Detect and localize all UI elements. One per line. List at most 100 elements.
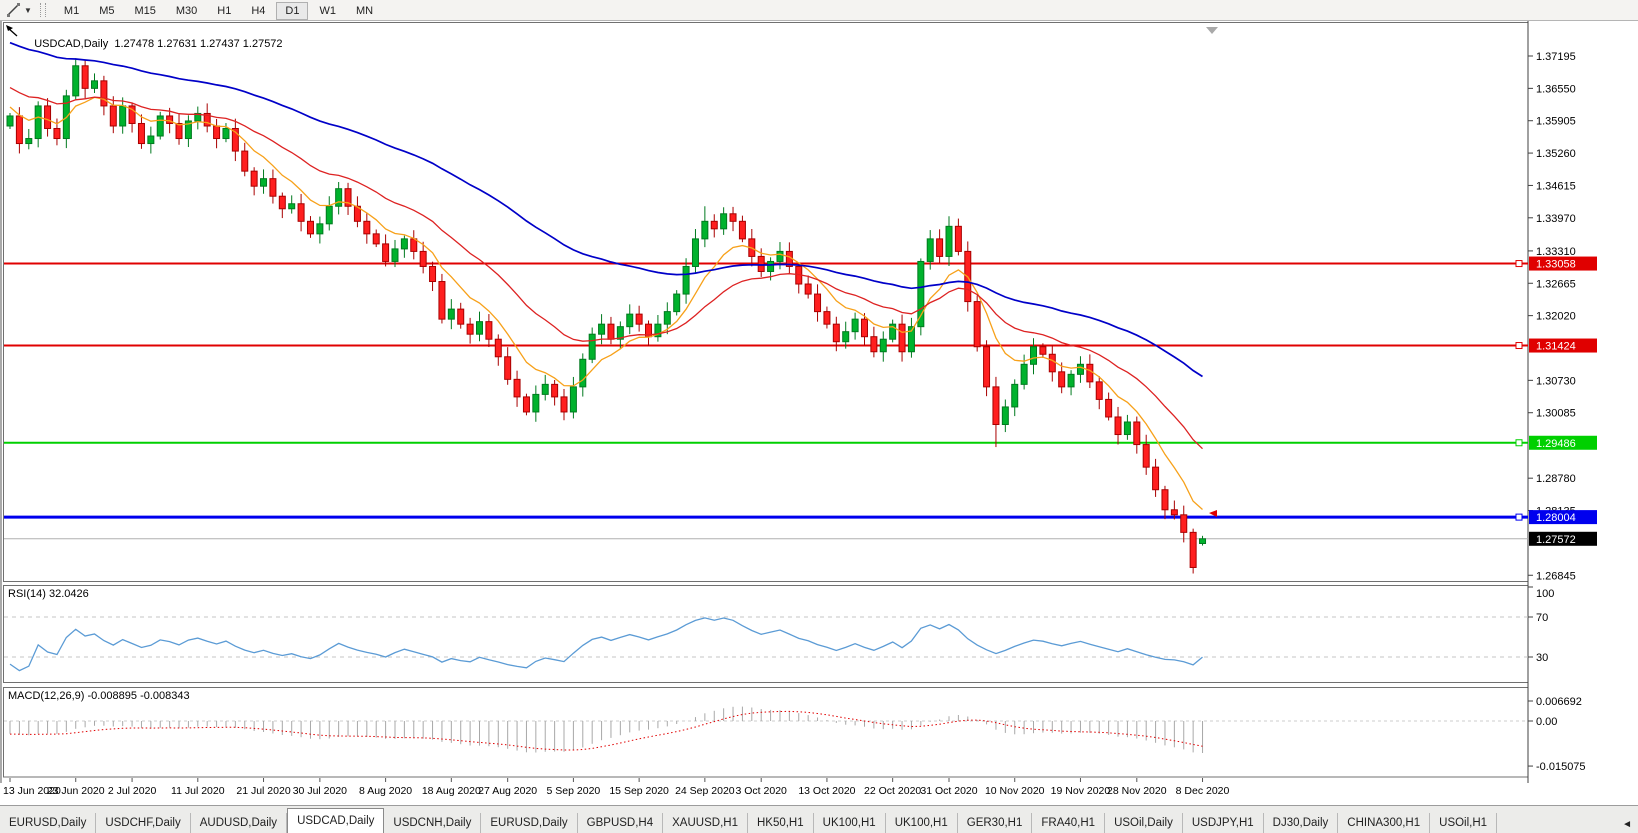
macd-axis-labels: 0.006692 0.00 -0.015075 <box>1528 696 1586 773</box>
macd-pane-header: MACD(12,26,9) -0.008895 -0.008343 <box>8 690 190 702</box>
svg-text:1.28004: 1.28004 <box>1536 512 1576 524</box>
timeframe-button-d1[interactable]: D1 <box>276 2 309 20</box>
date-tick-label: 10 Nov 2020 <box>985 785 1045 797</box>
macd-pane <box>3 687 1529 778</box>
timeframe-button-m5[interactable]: M5 <box>99 5 115 17</box>
date-tick-label: 13 Oct 2020 <box>798 785 855 797</box>
date-tick-label: 21 Jul 2020 <box>236 785 290 797</box>
ma-line-medium <box>9 87 1203 450</box>
symbol-title: USDCAD,Daily <box>34 38 109 50</box>
chart-tab-fra40-h1[interactable]: FRA40,H1 <box>1032 813 1106 833</box>
chart-tab-usdjpy-h1[interactable]: USDJPY,H1 <box>1183 813 1264 833</box>
date-tick-label: 13 Jun 2020 <box>3 785 61 797</box>
price-pane-header: USDCAD,Daily 1.27478 1.27631 1.27437 1.2… <box>22 26 283 62</box>
chart-tab-china300-h1[interactable]: CHINA300,H1 <box>1338 813 1431 833</box>
chart-tab-usoil-daily[interactable]: USOil,Daily <box>1105 813 1183 833</box>
rsi-tick-label: 70 <box>1536 612 1548 624</box>
svg-text:1.27572: 1.27572 <box>1536 534 1576 546</box>
chart-tab-bar: EURUSD,Daily USDCHF,Daily AUDUSD,Daily USDC… <box>0 805 1638 833</box>
price-tick-label: 1.36550 <box>1536 83 1576 95</box>
sell-arrow-icon <box>1209 510 1217 517</box>
timeframe-button-m30[interactable]: M30 <box>175 5 198 17</box>
date-tick-label: 5 Sep 2020 <box>547 785 601 797</box>
chart-tab-gbpusd-h4[interactable]: GBPUSD,H4 <box>578 813 664 833</box>
chart-tab-ger30-h1[interactable]: GER30,H1 <box>958 813 1033 833</box>
current-price-label: 1.27572 <box>1529 531 1597 546</box>
rsi-tick-label: 30 <box>1536 652 1548 664</box>
price-tick-label: 1.33970 <box>1536 213 1576 225</box>
chart-tab-usdchf-daily[interactable]: USDCHF,Daily <box>96 813 191 833</box>
hline-price-label: 1.33058 <box>1529 256 1597 271</box>
date-tick-label: 31 Oct 2020 <box>920 785 977 797</box>
hline-handle[interactable] <box>1515 513 1523 521</box>
timeframe-button-m1[interactable]: M1 <box>63 5 80 17</box>
hline-price-label: 1.28004 <box>1529 510 1597 525</box>
chevron-down-icon[interactable]: ▼ <box>24 5 32 15</box>
price-axis-labels: 1.37195 1.36550 1.35905 1.35260 1.34615 1.339… <box>1528 51 1576 582</box>
hline-handle[interactable] <box>1515 342 1523 350</box>
timeframe-buttons: M1 M5 M15 M30 H1 H4 D1 W1 MN <box>54 1 383 20</box>
date-tick-label: 15 Sep 2020 <box>609 785 669 797</box>
hline-handle[interactable] <box>1515 439 1523 447</box>
chart-tab-uk100-h1[interactable]: UK100,H1 <box>886 813 958 833</box>
rsi-line <box>9 617 1203 672</box>
macd-tick-label: 0.006692 <box>1536 696 1582 708</box>
macd-signal-line <box>9 710 1203 751</box>
price-pane <box>3 22 1529 582</box>
chart-area: 1.37195 1.36550 1.35905 1.35260 1.34615 1.339… <box>0 21 1638 805</box>
timeframe-toolbar: ▼ M1 M5 M15 M30 H1 H4 D1 W1 MN <box>0 0 1638 21</box>
tab-scroll-left-icon[interactable]: ◄ <box>1622 819 1632 830</box>
timeframe-button-w1[interactable]: W1 <box>319 5 336 17</box>
chart-tab-dj30-daily[interactable]: DJ30,Daily <box>1264 813 1339 833</box>
price-tick-label: 1.35905 <box>1536 116 1576 128</box>
date-tick-label: 24 Sep 2020 <box>675 785 735 797</box>
chart-tab-hk50-h1[interactable]: HK50,H1 <box>748 813 814 833</box>
date-tick-label: 8 Aug 2020 <box>359 785 412 797</box>
date-tick-label: 3 Oct 2020 <box>736 785 788 797</box>
chart-tab-audusd-daily[interactable]: AUDUSD,Daily <box>191 813 288 833</box>
svg-text:1.33058: 1.33058 <box>1536 259 1576 271</box>
chart-tab-xauusd-h1[interactable]: XAUUSD,H1 <box>663 813 748 833</box>
cursor-tool-icon[interactable] <box>5 2 23 18</box>
macd-tick-label: -0.015075 <box>1536 761 1586 773</box>
price-tick-label: 1.32665 <box>1536 278 1576 290</box>
timeframe-button-h4[interactable]: H4 <box>251 5 266 17</box>
tabs-holder: EURUSD,Daily USDCHF,Daily AUDUSD,Daily USDC… <box>0 808 1498 833</box>
chart-shift-marker[interactable] <box>1206 27 1218 34</box>
rsi-tick-label: 100 <box>1536 588 1554 600</box>
date-tick-label: 18 Aug 2020 <box>422 785 481 797</box>
chart-tab-usoil-h1[interactable]: USOil,H1 <box>1430 813 1498 833</box>
svg-text:1.29486: 1.29486 <box>1536 438 1576 450</box>
chart-tab-uk100-h1[interactable]: UK100,H1 <box>814 813 886 833</box>
chart-tab-usdcnh-daily[interactable]: USDCNH,Daily <box>384 813 482 833</box>
timeframe-button-h1[interactable]: H1 <box>217 5 232 17</box>
timeframe-button-mn[interactable]: MN <box>355 5 374 17</box>
ohlc-readout: 1.27478 1.27631 1.27437 1.27572 <box>114 38 283 50</box>
timeframe-button-m15[interactable]: M15 <box>134 5 156 17</box>
price-tick-label: 1.30730 <box>1536 375 1576 387</box>
date-tick-label: 11 Jul 2020 <box>171 785 225 797</box>
hline-price-label: 1.31424 <box>1529 338 1597 353</box>
hline-handle[interactable] <box>1515 260 1523 268</box>
date-tick-label: 27 Aug 2020 <box>478 785 537 797</box>
ma-line-fast <box>9 96 1203 510</box>
date-tick-label: 8 Dec 2020 <box>1176 785 1230 797</box>
rsi-pane-header: RSI(14) 32.0426 <box>8 588 89 600</box>
candlestick-series <box>6 58 1207 574</box>
date-tick-label: 23 Jun 2020 <box>47 785 105 797</box>
ma-line-slow <box>9 41 1203 378</box>
svg-text:1.31424: 1.31424 <box>1536 341 1576 353</box>
macd-histogram <box>9 706 1204 753</box>
chart-svg: 1.37195 1.36550 1.35905 1.35260 1.34615 1.339… <box>0 21 1638 805</box>
price-tick-label: 1.26845 <box>1536 570 1576 582</box>
price-tick-label: 1.33310 <box>1536 246 1576 258</box>
chart-tab-usdcad-daily[interactable]: USDCAD,Daily <box>287 808 385 833</box>
toolbar-grip <box>39 3 46 17</box>
date-tick-label: 28 Nov 2020 <box>1107 785 1167 797</box>
rsi-axis-labels: 100 70 30 <box>1528 586 1554 664</box>
date-tick-label: 2 Jul 2020 <box>108 785 157 797</box>
chart-tab-eurusd-daily[interactable]: EURUSD,Daily <box>0 813 97 833</box>
price-tick-label: 1.34615 <box>1536 180 1576 192</box>
chart-tab-eurusd-daily[interactable]: EURUSD,Daily <box>481 813 578 833</box>
